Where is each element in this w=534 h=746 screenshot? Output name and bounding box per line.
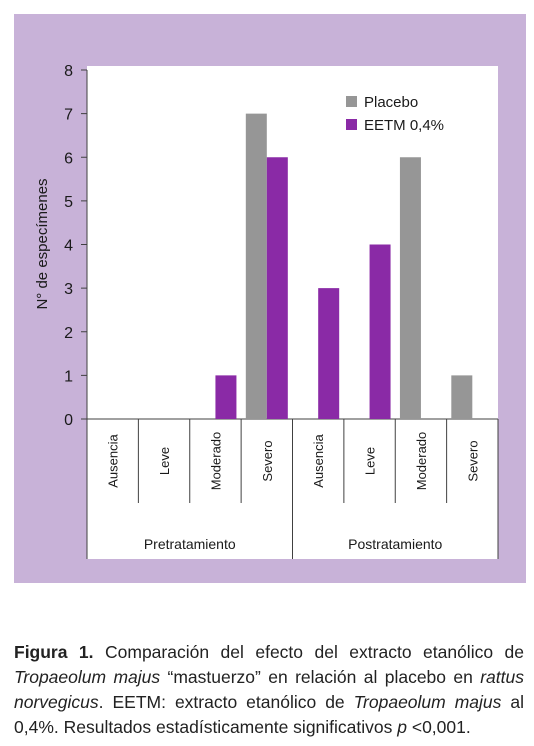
- legend-swatch: [346, 96, 357, 107]
- figure-caption: Figura 1. Comparación del efecto del ext…: [14, 640, 524, 740]
- bar: [369, 244, 391, 419]
- caption-text: . EETM: extracto etanólico de: [98, 691, 354, 712]
- bar: [245, 113, 267, 419]
- y-tick-label: 0: [64, 412, 73, 429]
- y-tick-label: 2: [64, 325, 73, 342]
- legend-label: EETM 0,4%: [364, 117, 444, 134]
- y-tick-label: 5: [64, 194, 73, 211]
- bar: [399, 157, 421, 419]
- y-tick-label: 3: [64, 281, 73, 298]
- caption-species: Tropaeolum majus: [353, 691, 502, 712]
- y-tick-label: 1: [64, 368, 73, 385]
- y-tick-label: 7: [64, 107, 73, 124]
- plot-area: [87, 66, 498, 419]
- caption-text: Comparación del efecto del extracto etan…: [93, 641, 524, 662]
- caption-species: rattus norvegicus: [14, 666, 525, 712]
- caption-text: <0,001.: [406, 716, 471, 737]
- group-label: Pretratamiento: [144, 536, 236, 552]
- x-tick-label: Moderado: [414, 432, 429, 491]
- y-tick-label: 8: [64, 63, 73, 80]
- caption-text: al 0,4%. Resultados estadísticamente sig…: [14, 691, 525, 737]
- bar: [451, 375, 473, 419]
- caption-p-symbol: p: [397, 716, 407, 737]
- y-tick-label: 4: [64, 238, 73, 255]
- x-tick-label: Leve: [363, 447, 378, 475]
- bar-chart: 0 1 2 3 4 5 6 7 8 N° de especímenes Ausencia Leve Mo…: [34, 63, 499, 559]
- caption-text: “mastuerzo” en relación al placebo en: [160, 666, 481, 687]
- caption-species: Tropaeolum majus: [14, 666, 161, 687]
- x-tick-label: Moderado: [208, 432, 223, 491]
- x-tick-label: Leve: [157, 447, 172, 475]
- bar: [318, 288, 340, 419]
- legend-label: Placebo: [364, 94, 418, 111]
- x-tick-label: Ausencia: [311, 433, 326, 487]
- bar: [266, 157, 288, 419]
- y-tick-label: 6: [64, 150, 73, 167]
- legend-swatch: [346, 119, 357, 130]
- caption-label: Figura 1.: [14, 641, 94, 662]
- bar: [215, 375, 237, 419]
- chart-panel: 0 1 2 3 4 5 6 7 8 N° de especímenes Ausencia Leve Mo…: [14, 14, 526, 583]
- x-tick-label: Severo: [260, 440, 275, 481]
- x-tick-label: Ausencia: [106, 433, 121, 487]
- group-label: Postratamiento: [348, 536, 442, 552]
- y-axis-title: N° de especímenes: [34, 178, 51, 309]
- x-tick-label: Severo: [465, 440, 480, 481]
